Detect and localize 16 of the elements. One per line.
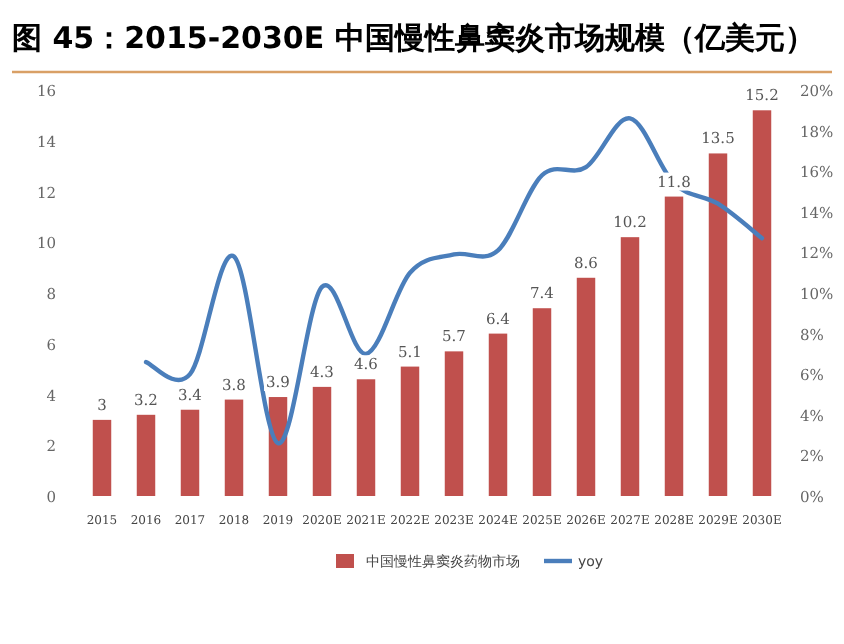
chart-title: 图 45：2015-2030E 中国慢性鼻窦炎市场规模（亿美元） [12, 20, 815, 56]
bar [136, 414, 156, 496]
bar [576, 277, 596, 496]
bar [224, 399, 244, 496]
bar [312, 386, 332, 496]
bar [708, 153, 728, 496]
bar [356, 379, 376, 496]
bar [664, 196, 684, 496]
bar [620, 237, 640, 496]
bar [180, 409, 200, 496]
bar [400, 366, 420, 496]
bar [92, 419, 112, 496]
bar [532, 308, 552, 496]
bar [444, 351, 464, 496]
bar [752, 110, 772, 496]
bar [488, 333, 508, 496]
